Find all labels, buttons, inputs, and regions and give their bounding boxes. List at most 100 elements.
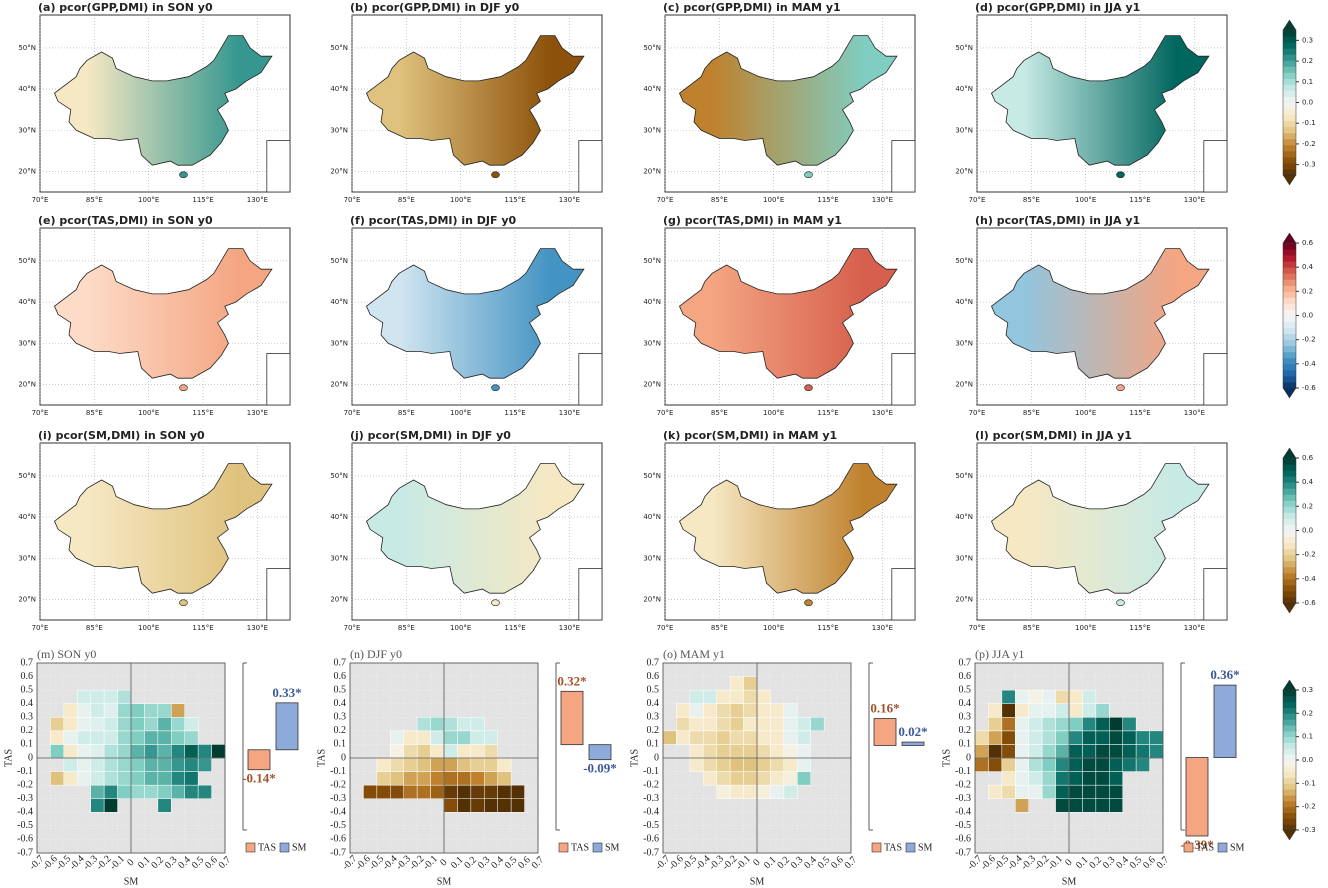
colorbar-extend [1283, 448, 1296, 458]
heatmap-cell [484, 744, 497, 758]
colorbar-tick-label: -0.2 [1302, 336, 1316, 344]
x-tick-label: 115°E [817, 409, 838, 417]
heatmap-cell [1042, 704, 1055, 718]
x-tick-label: 85°E [398, 624, 415, 632]
panel-title: (n) DJF y0 [350, 647, 402, 661]
heatmap-cell [77, 690, 90, 704]
inset-frame [579, 354, 602, 405]
heatmap-cell [158, 744, 171, 758]
heatmap-cell [1109, 799, 1122, 813]
heatmap-cell [377, 758, 390, 772]
heatmap-cell [404, 758, 417, 772]
x-tick-label: 85°E [1023, 196, 1040, 204]
heatmap-cell [91, 731, 104, 745]
y-tick-label: -0.1 [17, 766, 33, 777]
heatmap-cell [1029, 785, 1042, 799]
legend-swatch [872, 843, 881, 852]
inset-frame [1204, 569, 1227, 620]
heatmap-cell [1082, 731, 1095, 745]
colorbar-step [1283, 322, 1296, 329]
map-title: (d) pcor(GPP,DMI) in JJA y1 [975, 1, 1140, 14]
x-tick-label: 130°E [247, 196, 268, 204]
heatmap-cell [676, 717, 689, 731]
heatmap-cell [1096, 772, 1109, 786]
x-tick-label: 130°E [247, 624, 268, 632]
y-tick-label: 40°N [18, 513, 36, 521]
heatmap-cell [1096, 785, 1109, 799]
heatmap-cell [457, 772, 470, 786]
heatmap-cell [77, 731, 90, 745]
heatmap-cell [64, 731, 77, 745]
colorbar-step [1283, 261, 1296, 268]
x-tick-label: 130°E [559, 196, 580, 204]
y-tick-label: -0.5 [643, 820, 659, 831]
y-tick-label: 0.1 [334, 739, 347, 750]
heatmap-cell [171, 785, 184, 799]
heatmap-cell [703, 704, 716, 718]
heatmap-cell [484, 758, 497, 772]
colorbar-step [1283, 291, 1296, 298]
colorbar-extend [1283, 233, 1296, 243]
heatmap-cell [511, 799, 524, 813]
y-tick-label: -0.2 [330, 779, 346, 790]
island [491, 600, 499, 606]
inset-frame [1204, 354, 1227, 405]
colorbar-tick-label: 0.2 [1302, 709, 1313, 717]
x-tick-label: 100°E [450, 624, 471, 632]
heatmap-cell [797, 731, 810, 745]
heatmap-cell [988, 731, 1001, 745]
heatmap-cell [390, 772, 403, 786]
heatmap-cell [744, 744, 757, 758]
y-tick-label: -0.5 [955, 820, 971, 831]
heatmap-cell [1123, 731, 1136, 745]
y-tick-label: 0.7 [334, 657, 347, 668]
heatmap-cell [64, 717, 77, 731]
legend-label: TAS [884, 842, 902, 853]
colorbar-tick-label: -0.2 [1302, 803, 1316, 811]
x-tick-label: -0.1 [108, 853, 127, 872]
x-tick-label: 70°E [344, 409, 361, 417]
heatmap-cell [1042, 744, 1055, 758]
colorbar-tick-label: 0.1 [1302, 78, 1313, 86]
heatmap-cell [757, 744, 770, 758]
colorbar-tick-label: -0.4 [1302, 575, 1316, 583]
heatmap-cell [131, 717, 144, 731]
heatmap-cell [118, 785, 131, 799]
x-tick-label: 115°E [504, 624, 525, 632]
heatmap-cell [457, 799, 470, 813]
heatmap-cell [444, 717, 457, 731]
heatmap-cell [511, 785, 524, 799]
heatmap-cell [471, 758, 484, 772]
colorbar-step [1283, 690, 1296, 696]
y-tick-label: 0.6 [959, 671, 972, 682]
colorbar-step [1283, 267, 1296, 274]
x-tick-label: 85°E [711, 409, 728, 417]
x-tick-label: 85°E [86, 196, 103, 204]
legend-label: TAS [258, 842, 276, 853]
y-tick-label: 30°N [18, 126, 36, 134]
heatmap-cell [444, 758, 457, 772]
heatmap-cell [1123, 758, 1136, 772]
colorbar-step [1283, 531, 1296, 538]
heatmap-cell [770, 704, 783, 718]
island [1116, 600, 1124, 606]
heatmap-cell [744, 758, 757, 772]
y-tick-label: 20°N [18, 380, 36, 388]
heatmap-cell [498, 758, 511, 772]
heatmap-cell [457, 758, 470, 772]
y-tick-label: 40°N [955, 298, 973, 306]
heatmap-cell [185, 717, 198, 731]
colorbar-step [1283, 737, 1296, 743]
y-tick-label: 0.1 [959, 739, 972, 750]
heatmap-cell [104, 758, 117, 772]
heatmap-cell [730, 690, 743, 704]
legend-label: SM [1230, 842, 1245, 853]
heatmap-cell [1042, 785, 1055, 799]
heatmap-cell [1056, 785, 1069, 799]
heatmap-cell [676, 731, 689, 745]
x-axis-label: SM [124, 876, 139, 887]
heatmap-cell [1109, 785, 1122, 799]
heatmap-cell [1002, 744, 1015, 758]
heatmap-cell [91, 758, 104, 772]
heatmap-cell [703, 717, 716, 731]
